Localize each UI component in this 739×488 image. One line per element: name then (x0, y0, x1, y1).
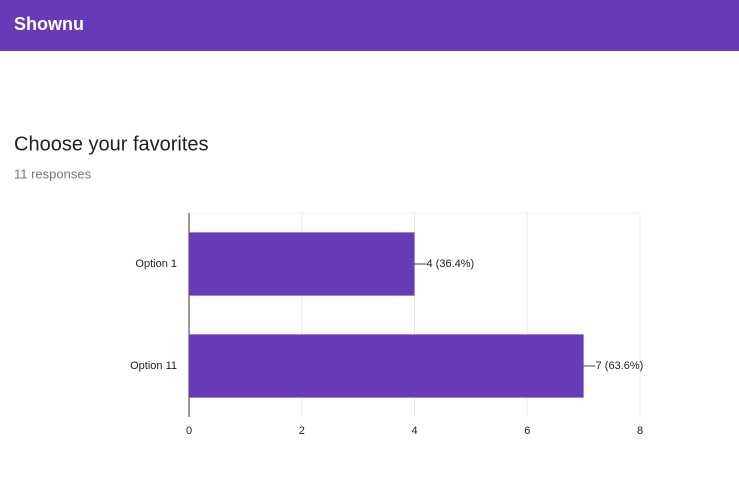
value-label: 4 (36.4%) (427, 258, 475, 270)
x-tick-label: 8 (637, 425, 643, 437)
y-tick-label: Option 11 (130, 360, 177, 372)
value-label: 7 (63.6%) (596, 360, 644, 372)
chart-title: Choose your favorites (14, 133, 209, 155)
x-tick-label: 4 (411, 425, 417, 437)
x-tick-label: 6 (524, 425, 530, 437)
bar (189, 232, 415, 296)
header-title: Shownu (14, 14, 84, 34)
x-tick-label: 2 (299, 425, 305, 437)
header-bar (0, 0, 739, 51)
chart-subtitle: 11 responses (14, 166, 92, 181)
y-tick-label: Option 1 (135, 258, 177, 270)
bar (189, 334, 584, 398)
x-tick-label: 0 (186, 425, 192, 437)
